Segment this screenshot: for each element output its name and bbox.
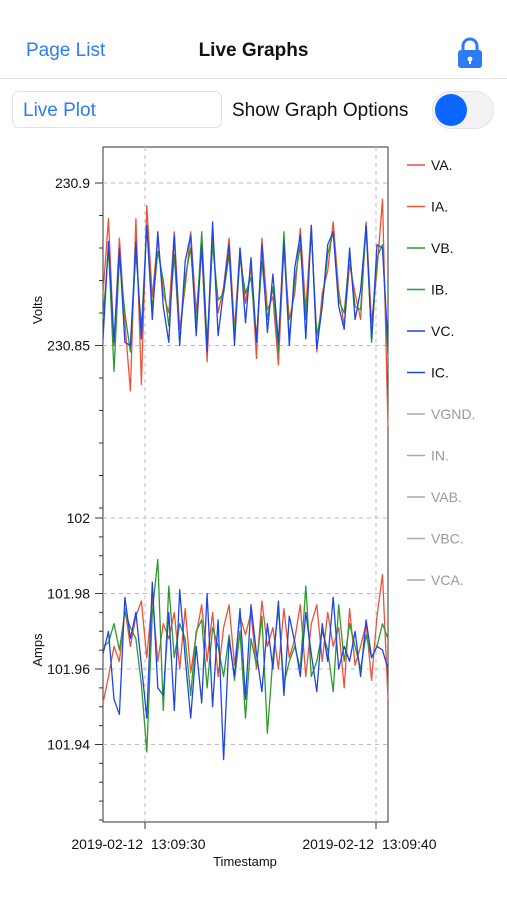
y-tick-label: 102	[67, 510, 91, 526]
legend-item-label: VGND.	[431, 406, 475, 422]
legend-item-label: IN.	[431, 448, 449, 464]
page-list-button[interactable]: Page List	[26, 40, 106, 61]
plot-name-field[interactable]: Live Plot	[12, 91, 222, 128]
legend-item-label: IC.	[431, 365, 449, 381]
lock-icon[interactable]	[455, 36, 485, 70]
x-axis-label: Timestamp	[213, 854, 277, 869]
series-line-ic	[102, 581, 389, 761]
y-axis-label: Amps	[30, 633, 45, 667]
legend-item-label: IA.	[431, 199, 448, 215]
x-tick-time: 13:09:30	[151, 836, 206, 852]
series-line-ib	[102, 558, 389, 753]
toggle-knob	[435, 94, 467, 126]
page-title: Live Graphs	[198, 40, 309, 61]
legend-item-label: VB.	[431, 240, 454, 256]
series-line-vc	[102, 221, 389, 353]
legend-item-label: VC.	[431, 323, 454, 339]
legend-item-label: VA.	[431, 157, 453, 173]
y-tick-label: 101.98	[47, 586, 90, 602]
plot-frame	[102, 146, 389, 823]
series-line-va	[102, 198, 389, 427]
y-tick-label: 101.94	[47, 737, 90, 753]
x-tick-date: 2019-02-12	[71, 836, 143, 852]
y-axis-label: Volts	[30, 295, 45, 324]
graph-options-toggle[interactable]	[432, 91, 494, 129]
y-tick-label: 101.96	[47, 661, 90, 677]
x-tick-date: 2019-02-12	[302, 836, 374, 852]
legend-item-label: IB.	[431, 282, 448, 298]
plot-name-value: Live Plot	[23, 100, 96, 121]
x-tick-time: 13:09:40	[382, 836, 437, 852]
legend-item-label: VAB.	[431, 489, 462, 505]
y-tick-label: 230.9	[55, 175, 90, 191]
legend-item-label: VCA.	[431, 572, 464, 588]
navigation-bar: Live Graphs Page List	[0, 0, 507, 79]
legend-item-label: VBC.	[431, 531, 464, 547]
graph-options-label: Show Graph Options	[232, 100, 409, 121]
y-tick-label: 230.85	[47, 338, 90, 354]
